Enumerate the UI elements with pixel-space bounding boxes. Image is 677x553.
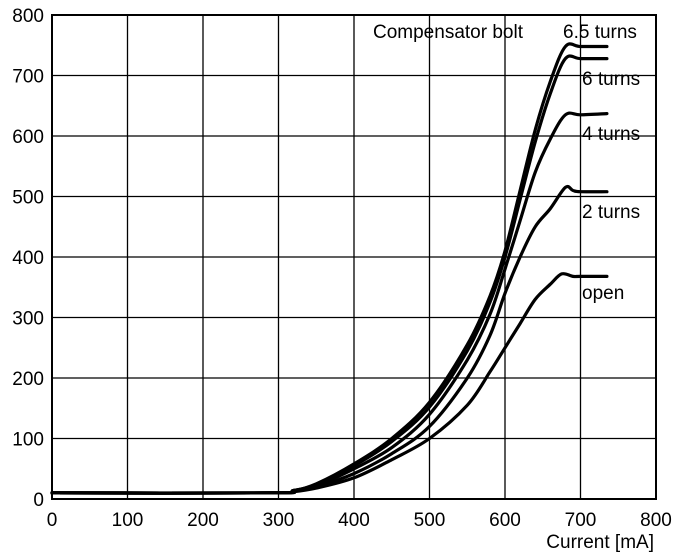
y-axis-ticks: 0 100 200 300 400 500 600 700 800 <box>12 6 44 511</box>
series-line-1 <box>50 54 609 495</box>
series-label: open <box>582 283 624 304</box>
x-tick-label: 300 <box>263 510 295 531</box>
x-tick-label: 200 <box>187 510 219 531</box>
y-tick-label: 100 <box>12 430 44 451</box>
series-line-4 <box>50 272 609 495</box>
x-tick-label: 100 <box>112 510 144 531</box>
series-layer <box>50 42 609 495</box>
x-tick-label: 700 <box>565 510 597 531</box>
y-tick-label: 800 <box>12 6 44 27</box>
x-axis-label: Current [mA] <box>546 532 654 553</box>
series-label: 6 turns <box>582 69 640 90</box>
x-tick-label: 600 <box>489 510 521 531</box>
x-tick-label: 400 <box>338 510 370 531</box>
x-tick-label: 500 <box>414 510 446 531</box>
series-line-0 <box>50 42 609 495</box>
y-tick-label: 0 <box>33 490 44 511</box>
x-tick-label: 800 <box>640 510 672 531</box>
series-label: 4 turns <box>582 124 640 145</box>
x-axis-ticks: 0 100 200 300 400 500 600 700 800 <box>47 510 672 531</box>
series-label: 6.5 turns <box>563 22 637 43</box>
y-tick-label: 700 <box>12 67 44 88</box>
series-label: 2 turns <box>582 202 640 223</box>
y-tick-label: 600 <box>12 127 44 148</box>
y-tick-label: 500 <box>12 188 44 209</box>
series-line-3 <box>50 184 609 495</box>
plot-frame <box>51 14 657 500</box>
legend-title: Compensator bolt <box>373 22 524 43</box>
y-tick-label: 300 <box>12 309 44 330</box>
grid <box>52 15 656 499</box>
series-labels: 6.5 turns 6 turns 4 turns 2 turns open <box>563 22 640 304</box>
y-tick-label: 400 <box>12 248 44 269</box>
x-tick-label: 0 <box>47 510 58 531</box>
y-tick-label: 200 <box>12 369 44 390</box>
